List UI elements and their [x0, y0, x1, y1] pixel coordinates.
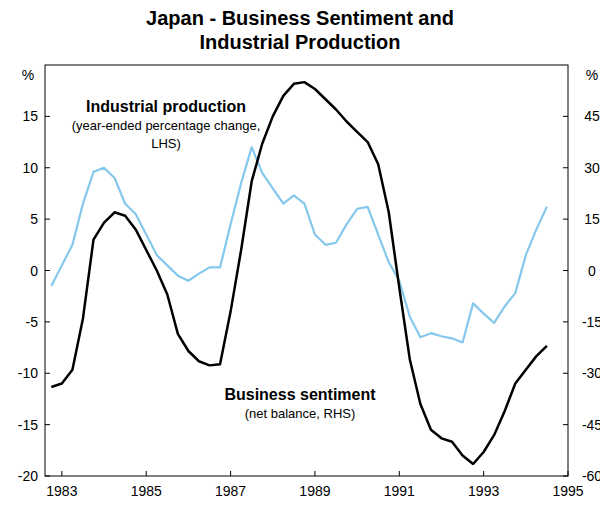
- series-label: Business sentiment: [224, 386, 376, 403]
- y-tick: [45, 270, 50, 271]
- y-tick: [45, 167, 50, 168]
- x-tick: [61, 471, 62, 476]
- y2-tick: [563, 373, 568, 374]
- y2-tick: [563, 321, 568, 322]
- plot-frame: [45, 65, 568, 476]
- y-tick-label: 10: [22, 160, 38, 176]
- y2-tick-label: 15: [584, 211, 600, 227]
- x-tick-label: 1995: [552, 483, 583, 499]
- chart-svg: -20 -15 -10 -5 0 5 10 15 -60 -45 -30 -15 0 15 30 45%% 19…: [0, 0, 600, 521]
- x-tick-label: 1985: [131, 483, 162, 499]
- y2-tick-label: 0: [588, 263, 596, 279]
- series-line: [51, 147, 547, 342]
- y-tick-label: -10: [18, 365, 38, 381]
- x-tick: [399, 471, 400, 476]
- y-tick-label: -5: [26, 314, 39, 330]
- y2-tick-label: -30: [582, 365, 600, 381]
- series-line: [51, 82, 547, 464]
- x-tick: [314, 471, 315, 476]
- y-tick: [45, 476, 50, 477]
- x-tick-label: 1987: [215, 483, 246, 499]
- x-tick: [568, 471, 569, 476]
- x-tick: [483, 471, 484, 476]
- plot-area: [51, 82, 547, 464]
- y2-tick: [563, 424, 568, 425]
- y2-axis-label: %: [586, 67, 598, 83]
- y-tick-label: 15: [22, 108, 38, 124]
- annotation: (net balance, RHS): [205, 405, 395, 423]
- annotation: (year-ended percentage change, LHS): [71, 117, 261, 153]
- y2-tick-label: -45: [582, 417, 600, 433]
- y2-tick: [563, 116, 568, 117]
- y-tick-label: 0: [30, 263, 38, 279]
- y2-tick-label: 30: [584, 160, 600, 176]
- y-tick: [45, 373, 50, 374]
- x-tick: [230, 471, 231, 476]
- x-tick-label: 1991: [384, 483, 415, 499]
- y-tick-label: 5: [30, 211, 38, 227]
- title: Japan - Business Sentiment and Industria…: [120, 6, 480, 54]
- chart-container: Japan - Business Sentiment and Industria…: [0, 0, 600, 521]
- y2-tick: [563, 270, 568, 271]
- y2-tick: [563, 219, 568, 220]
- y2-tick: [563, 167, 568, 168]
- y2-tick-label: 45: [584, 108, 600, 124]
- y2-tick-label: -60: [582, 468, 600, 484]
- y-tick: [45, 424, 50, 425]
- x-tick-label: 1989: [299, 483, 330, 499]
- y2-tick: [563, 476, 568, 477]
- y-tick: [45, 321, 50, 322]
- y2-tick-label: -15: [582, 314, 600, 330]
- x-tick: [146, 471, 147, 476]
- y-tick: [45, 219, 50, 220]
- y-tick-label: -15: [18, 417, 38, 433]
- x-tick-label: 1983: [46, 483, 77, 499]
- x-tick-label: 1993: [468, 483, 499, 499]
- y-axis-label: %: [22, 67, 34, 83]
- series-label: Industrial production: [86, 98, 246, 115]
- y-tick-label: -20: [18, 468, 38, 484]
- y-tick: [45, 116, 50, 117]
